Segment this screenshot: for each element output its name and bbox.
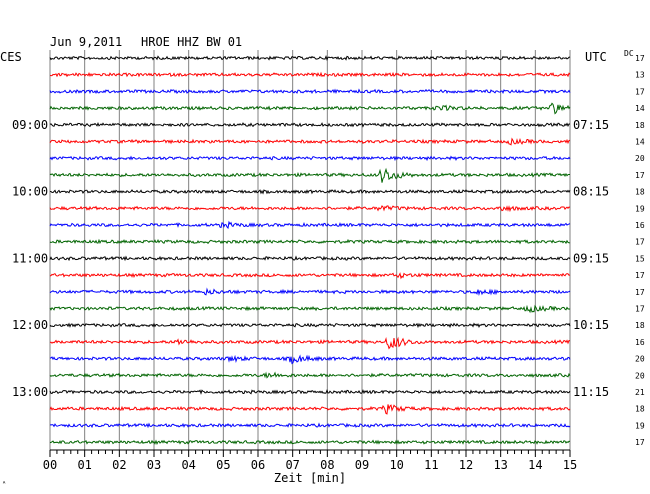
x-tick-label: 05 [216,458,230,472]
left-timezone-label: CES [0,50,22,64]
seismic-trace [49,388,571,395]
x-tick-label: 15 [563,458,577,472]
x-axis-label: Zeit [min] [274,471,346,485]
x-tick-label: 11 [424,458,438,472]
x-tick-label: 04 [181,458,195,472]
left-time-label: 11:00 [12,251,48,265]
x-tick-label: 09 [355,458,369,472]
dc-value: 14 [635,104,645,113]
dc-value: 17 [635,54,645,63]
dc-value: 19 [635,421,645,430]
seismic-trace [49,371,571,379]
dc-value: 20 [635,371,645,380]
x-tick-label: 07 [285,458,299,472]
x-axis: 00 01 02 03 04 05 06 07 08 09 10 11 12 13 14 15 [43,449,577,472]
left-time-label: 13:00 [12,385,48,399]
dc-value: 18 [635,188,645,197]
left-time-label: 10:00 [12,185,48,199]
seismic-trace [49,167,571,183]
grid-lines [49,50,571,450]
seismic-trace [49,155,571,162]
x-tick-label: 01 [77,458,91,472]
seismic-trace [49,88,571,95]
dc-value: 14 [635,138,645,147]
dc-value: 20 [635,154,645,163]
seismic-trace [49,287,571,296]
seismic-trace [49,272,571,280]
x-tick-label: 14 [528,458,542,472]
seismic-trace [49,439,571,445]
station-label: HROE HHZ BW 01 [141,35,242,49]
seismic-trace [49,238,571,245]
seismic-trace [49,205,571,213]
right-time-label: 08:15 [573,185,609,199]
seismic-trace [49,102,571,115]
x-tick-label: 03 [147,458,161,472]
dc-value: 21 [635,388,645,397]
seismic-trace [49,137,571,146]
left-time-label: 09:00 [12,118,48,132]
dc-value: 19 [635,204,645,213]
dc-value: 16 [635,221,645,230]
x-tick-label: 13 [493,458,507,472]
dc-value: 17 [635,87,645,96]
x-tick-label: 10 [389,458,403,472]
dc-value: 17 [635,271,645,280]
date-label: Jun 9,2011 [50,35,122,49]
corner-mark: ᴬ [2,479,6,488]
seismic-trace [49,336,571,350]
label-group: 09:00 10:00 11:00 12:00 13:00 07:15 08:15 09:15… [12,54,645,447]
dc-value: 13 [635,71,645,80]
dc-value: 17 [635,171,645,180]
dc-value: 20 [635,355,645,364]
left-time-label: 12:00 [12,318,48,332]
seismic-trace [49,354,571,365]
seismic-trace [49,71,571,78]
x-tick-label: 08 [320,458,334,472]
seismic-trace [49,322,571,329]
dc-value: 15 [635,254,645,263]
right-time-label: 07:15 [573,118,609,132]
right-time-label: 09:15 [573,251,609,265]
trace-group [49,55,571,445]
dc-value: 17 [635,238,645,247]
seismic-trace [49,55,571,62]
seismic-trace [49,304,571,314]
x-tick-label: 00 [43,458,57,472]
right-time-label: 11:15 [573,385,609,399]
dc-value: 16 [635,338,645,347]
seismic-trace [49,255,571,262]
seismic-trace [49,220,571,230]
x-tick-label: 06 [251,458,265,472]
dc-header-label: DC [624,49,634,58]
x-tick-label: 12 [459,458,473,472]
seismic-trace [49,122,571,128]
right-timezone-label: UTC [585,50,607,64]
dc-value: 17 [635,305,645,314]
x-tick-label: 02 [112,458,126,472]
dc-value: 17 [635,288,645,297]
dc-value: 18 [635,405,645,414]
seismic-trace [49,189,571,195]
seismic-trace [49,404,571,415]
right-time-label: 10:15 [573,318,609,332]
dc-value: 18 [635,321,645,330]
dc-value: 17 [635,438,645,447]
dc-value: 18 [635,121,645,130]
seismic-trace [49,422,571,429]
